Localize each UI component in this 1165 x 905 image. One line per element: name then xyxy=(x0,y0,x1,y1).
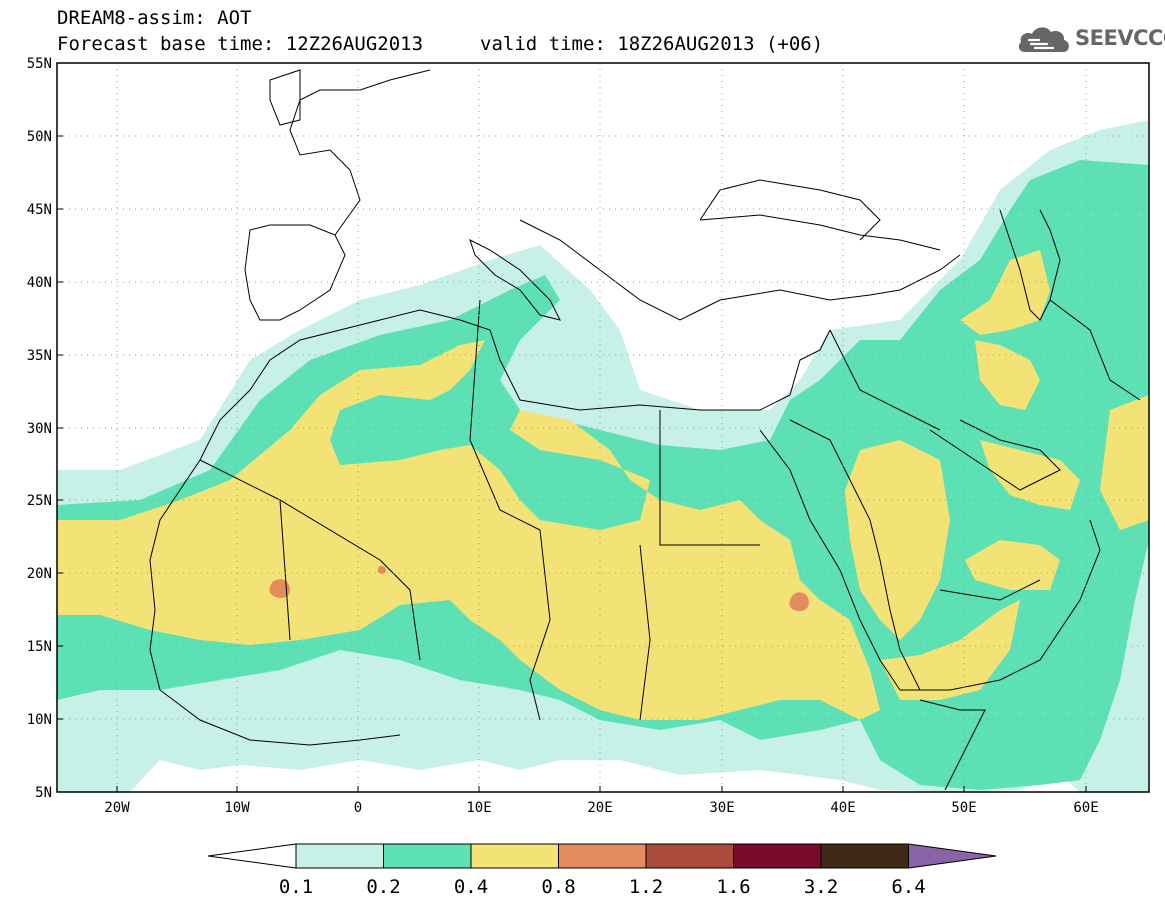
colorbar-swatch xyxy=(470,843,559,869)
colorbar-label: 3.2 xyxy=(804,876,838,898)
colorbar-swatch xyxy=(383,843,472,869)
lat-label: 10N xyxy=(27,712,52,728)
lon-label: 10E xyxy=(466,800,491,816)
map-title: DREAM8-assim: AOT xyxy=(57,7,252,29)
lon-label: 20W xyxy=(104,800,130,816)
lon-label: 50E xyxy=(951,800,976,816)
valid-time: valid time: 18Z26AUG2013 (+06) xyxy=(480,33,824,55)
lon-label: 60E xyxy=(1073,800,1098,816)
lat-label: 45N xyxy=(27,202,52,218)
lat-label: 5N xyxy=(35,785,52,801)
colorbar xyxy=(207,843,997,869)
aot-level-0.4-b xyxy=(845,440,950,640)
lon-label: 30E xyxy=(709,800,734,816)
aot-level-0.4-h xyxy=(965,540,1060,590)
colorbar-swatch xyxy=(820,843,909,869)
lat-label: 55N xyxy=(27,56,52,72)
coastlines xyxy=(149,69,1141,791)
lat-label: 50N xyxy=(27,129,52,145)
aot-level-0.4-g xyxy=(880,600,1020,700)
seevccc-logo: SEEVCCC xyxy=(1017,22,1165,58)
colorbar-label: 0.2 xyxy=(366,876,400,898)
logo-text: SEEVCCC xyxy=(1075,26,1165,50)
colorbar-over-arrow xyxy=(908,843,997,869)
colorbar-label: 6.4 xyxy=(891,876,925,898)
cloud-icon xyxy=(1018,27,1069,52)
lat-label: 15N xyxy=(27,639,52,655)
forecast-base-time: Forecast base time: 12Z26AUG2013 xyxy=(57,33,424,55)
colorbar-swatch xyxy=(645,843,734,869)
aot-level-0.4-a xyxy=(57,340,880,720)
colorbar-swatch xyxy=(558,843,647,869)
lon-label: 20E xyxy=(587,800,612,816)
aot-level-0.8-b xyxy=(378,565,386,574)
lat-label: 30N xyxy=(27,421,52,437)
colorbar-label: 1.2 xyxy=(629,876,663,898)
gridlines xyxy=(57,63,1149,792)
colorbar-under-arrow xyxy=(207,843,297,869)
colorbar-label: 0.8 xyxy=(541,876,575,898)
aot-level-0.8-a xyxy=(269,579,290,598)
lon-label: 40E xyxy=(830,800,855,816)
lat-ticks xyxy=(57,62,63,793)
colorbar-label: 0.4 xyxy=(454,876,488,898)
aot-level-0.4-e xyxy=(980,440,1080,510)
aot-level-0.4-f xyxy=(1100,395,1149,530)
colorbar-label: 1.6 xyxy=(716,876,750,898)
colorbar-swatch xyxy=(733,843,822,869)
aot-field xyxy=(57,120,1149,792)
colorbar-swatch xyxy=(295,843,384,869)
aot-level-0.8-c xyxy=(789,592,809,612)
lon-label: 0 xyxy=(354,800,362,816)
aot-level-0.4-d xyxy=(975,340,1040,410)
colorbar-labels: 0.1 0.2 0.4 0.8 1.2 1.6 3.2 6.4 xyxy=(279,876,926,898)
lat-label: 25N xyxy=(27,493,52,509)
lon-ticks xyxy=(116,786,1087,792)
lon-labels: 20W 10W 0 10E 20E 30E 40E 50E 60E xyxy=(104,800,1098,816)
lat-labels: 55N 50N 45N 40N 35N 30N 25N 20N 15N 10N … xyxy=(27,56,52,801)
lat-label: 20N xyxy=(27,566,52,582)
colorbar-label: 0.1 xyxy=(279,876,313,898)
aot-level-0.4-c xyxy=(960,250,1050,335)
lat-label: 40N xyxy=(27,275,52,291)
lat-label: 35N xyxy=(27,348,52,364)
lon-label: 10W xyxy=(224,800,250,816)
